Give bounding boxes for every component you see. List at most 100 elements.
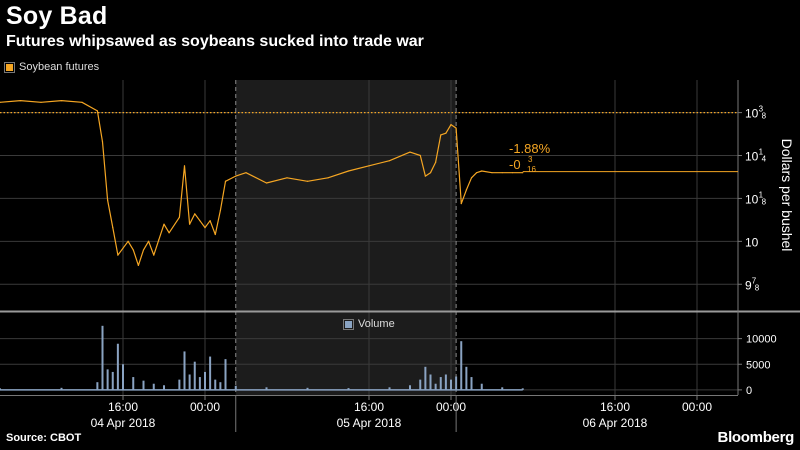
price-point — [122, 247, 124, 249]
price-point — [178, 216, 180, 218]
price-point — [96, 110, 98, 112]
price-point — [60, 99, 63, 102]
price-point — [435, 161, 437, 163]
volume-tick-label: 0 — [746, 385, 752, 397]
price-point — [204, 227, 206, 229]
price-point — [0, 101, 1, 103]
price-point — [235, 175, 237, 177]
price-tick-numerator: 1 — [759, 148, 764, 157]
price-point — [183, 165, 186, 167]
volume-tick-label: 5000 — [746, 359, 770, 371]
volume-bar — [101, 325, 104, 390]
volume-bar — [434, 383, 437, 390]
price-axis-title: Dollars per bushel — [779, 139, 795, 252]
price-point — [81, 101, 83, 103]
x-tick-label: 16:00 — [600, 400, 630, 414]
volume-bar — [178, 379, 181, 390]
volume-bar — [429, 374, 432, 390]
price-tick-whole: 10 — [745, 150, 759, 164]
price-tick-denominator: 4 — [762, 155, 767, 164]
volume-bar — [234, 385, 237, 390]
price-point — [168, 232, 170, 234]
source-note: Source: CBOT — [6, 432, 82, 444]
volume-bar — [96, 382, 99, 390]
price-point — [189, 223, 191, 225]
price-point — [388, 160, 391, 162]
price-point — [347, 170, 350, 172]
price-point — [107, 199, 109, 201]
volume-bar — [465, 366, 468, 390]
price-point — [424, 175, 426, 177]
price-point — [445, 132, 447, 134]
volume-bar — [439, 377, 442, 390]
volume-tick-label: 10000 — [746, 334, 777, 346]
price-point — [465, 189, 467, 191]
volume-bar — [521, 388, 524, 390]
volume-bar — [501, 387, 504, 390]
volume-bar — [111, 371, 114, 390]
price-point — [481, 170, 483, 172]
x-tick-label: 16:00 — [354, 400, 384, 414]
x-date-label: 06 Apr 2018 — [583, 416, 648, 430]
price-legend: Soybean futures — [4, 61, 100, 73]
price-point — [286, 177, 288, 179]
volume-bar — [116, 343, 119, 390]
change-value-label: -0 — [509, 157, 521, 172]
volume-bar — [460, 341, 463, 390]
price-point — [450, 124, 452, 126]
price-tick-denominator: 8 — [755, 283, 760, 292]
volume-bar — [470, 377, 473, 390]
price-point — [224, 180, 227, 182]
price-point — [501, 172, 503, 174]
volume-bar — [122, 364, 124, 390]
change-value-denominator: 16 — [527, 165, 536, 174]
volume-legend-label: Volume — [358, 318, 395, 330]
price-tick-denominator: 8 — [762, 197, 767, 206]
chart-subtitle: Futures whipsawed as soybeans sucked int… — [6, 33, 424, 50]
price-point — [476, 172, 478, 174]
bloomberg-logo: Bloomberg — [717, 429, 795, 446]
price-point — [148, 240, 150, 242]
volume-bar — [209, 356, 212, 390]
volume-bar — [193, 361, 196, 390]
volume-bar — [163, 385, 165, 390]
price-point — [127, 240, 129, 242]
volume-bar — [409, 385, 411, 390]
price-point — [409, 151, 411, 153]
price-point — [153, 254, 155, 256]
volume-bar — [219, 382, 222, 390]
volume-bar — [152, 383, 155, 390]
price-tick-whole: 9 — [745, 278, 752, 292]
volume-bar — [132, 377, 135, 390]
price-tick-numerator: 7 — [752, 276, 757, 285]
volume-legend: Volume — [343, 318, 395, 330]
volume-bar — [214, 379, 217, 390]
price-point — [455, 127, 457, 129]
price-point — [219, 209, 221, 212]
price-point — [265, 182, 268, 184]
price-point — [158, 239, 160, 241]
price-point — [214, 233, 216, 236]
volume-bar — [424, 366, 427, 390]
price-tick-whole: 10 — [745, 192, 759, 206]
volume-bar — [480, 383, 483, 390]
x-date-label: 04 Apr 2018 — [91, 416, 156, 430]
price-point — [460, 202, 462, 205]
price-tick-whole: 10 — [745, 235, 759, 249]
volume-bar — [388, 387, 391, 390]
price-point — [137, 264, 139, 266]
volume-bar — [347, 388, 350, 390]
price-point — [470, 177, 473, 179]
price-point — [440, 134, 442, 136]
price-point — [19, 99, 22, 102]
volume-bar — [60, 387, 63, 390]
volume-bar — [204, 371, 206, 390]
volume-bar — [183, 351, 186, 390]
price-point — [117, 254, 119, 256]
volume-bar — [419, 379, 422, 390]
price-legend-label: Soybean futures — [19, 61, 100, 73]
price-point — [132, 249, 134, 251]
x-tick-label: 00:00 — [190, 400, 220, 414]
price-point — [101, 141, 104, 143]
price-point — [209, 220, 211, 222]
